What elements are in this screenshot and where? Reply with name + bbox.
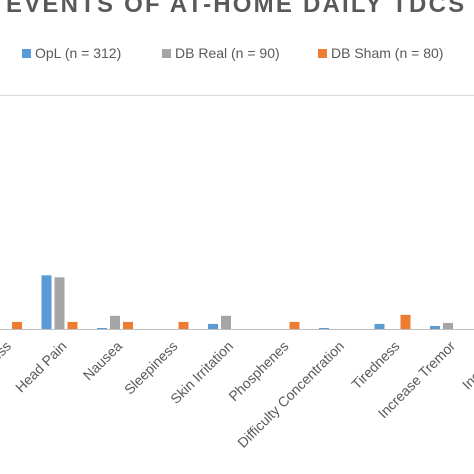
- bar-difficulty-concentration-series-0: [319, 328, 329, 329]
- bar-dizziness-series-2: [12, 321, 22, 329]
- legend-label-db-sham: DB Sham (n = 80): [331, 45, 444, 61]
- bar-nausea-series-2: [123, 321, 133, 329]
- bar-head-pain-series-1: [54, 277, 65, 329]
- bar-nausea-series-0: [97, 328, 107, 329]
- bar-tiredness-series-0: [374, 323, 385, 329]
- bar-skin-irritation-series-1: [221, 315, 231, 329]
- x-tick-label-head-pain: Head Pain: [12, 338, 70, 396]
- x-tick-label-increased: Increased: [459, 338, 474, 393]
- x-tick-label-tiredness: Tiredness: [348, 338, 402, 392]
- bar-increase-tremor-series-1: [443, 322, 453, 329]
- x-tick-label-sleepiness: Sleepiness: [121, 338, 181, 398]
- legend-swatch-db-real: [162, 49, 171, 58]
- bar-increase-tremor-series-0: [430, 326, 440, 329]
- bar-nausea-series-1: [110, 315, 120, 329]
- legend-label-opl: OpL (n = 312): [35, 45, 122, 61]
- chart-title: EVENTS OF AT-HOME DAILY TDCS: [0, 0, 474, 22]
- bar-head-pain-series-0: [41, 275, 52, 329]
- bar-tiredness-series-2: [400, 314, 411, 329]
- chart-title-text: EVENTS OF AT-HOME DAILY TDCS: [6, 0, 467, 18]
- bar-skin-irritation-series-0: [208, 323, 218, 329]
- bar-phosphenes-series-2: [289, 321, 300, 329]
- x-tick-label-nausea: Nausea: [80, 338, 126, 384]
- legend-label-db-real: DB Real (n = 90): [175, 45, 280, 61]
- x-tick-label-difficulty-concentration: Difficulty Concentration: [234, 338, 347, 451]
- x-tick-label-dizziness: ess: [0, 338, 14, 365]
- bars-group: [12, 275, 453, 329]
- bar-sleepiness-series-2: [178, 321, 189, 329]
- legend-swatch-opl: [22, 49, 31, 58]
- plot-frame-top: [0, 95, 474, 96]
- legend-swatch-db-sham: [318, 49, 327, 58]
- bar-head-pain-series-2: [67, 321, 78, 329]
